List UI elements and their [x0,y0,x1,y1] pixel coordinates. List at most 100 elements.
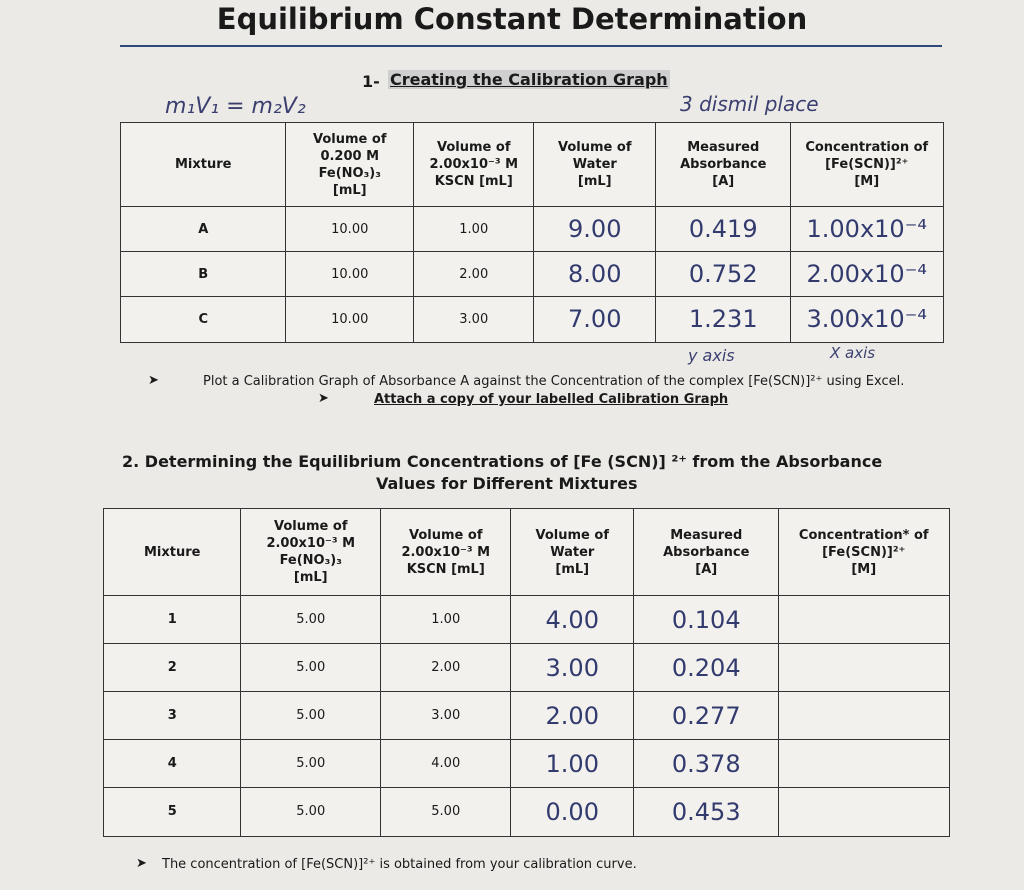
cell [778,643,950,693]
cell: Mixture [120,122,287,208]
cell: Mixture [103,508,242,597]
cell: Volume of 0.200 M Fe(NO₃)₃ [mL] [285,122,415,208]
cell-text: 0.752 [688,260,758,289]
cell-text: 8.00 [568,260,622,289]
header-text: Volume of [558,140,632,156]
cell-text: 3.00 [545,653,599,682]
cell [778,595,950,645]
cell-text: 10.00 [331,221,369,237]
cell: 5 [103,787,242,837]
header-text: 2.00x10⁻³ M [429,157,519,173]
rule [120,45,942,47]
cell: 2.00 [413,251,535,298]
cell: 7.00 [533,296,657,343]
bullet-arrow: ➤ [318,391,329,406]
cell: Volume of Water [mL] [533,122,657,208]
bullet-arrow: ➤ [136,856,147,871]
cell: 1.00 [380,595,512,645]
cell-text: 2.00x10⁻⁴ [806,260,927,289]
cell: Concentration* of [Fe(SCN)]²⁺ [M] [778,508,950,597]
cell-text: 3.00x10⁻⁴ [806,305,927,334]
cell: 9.00 [533,206,657,253]
cell-text: 3.00 [431,708,461,724]
note-formula: m₁V₁ = m₂V₂ [165,94,306,119]
cell: C [120,296,287,343]
cell: 4 [103,739,242,789]
header-text: [Fe(SCN)]²⁺ [825,157,909,173]
cell-text: 2.00 [459,266,489,282]
header-text: Mixture [144,544,201,560]
header-text: [mL] [555,561,590,577]
cell: 10.00 [285,251,415,298]
bullet-text: Plot a Calibration Graph of Absorbance A… [203,374,905,389]
header-text: Fe(NO₃)₃ [279,553,342,569]
cell-text: 1 [167,612,177,628]
footnote: The concentration of [Fe(SCN)]²⁺ is obta… [162,857,637,872]
header-text: Measured [687,140,760,156]
cell-text: 2.00 [545,701,599,730]
cell: 1.231 [655,296,792,343]
cell: 3 [103,691,242,741]
cell-text: 0.277 [671,701,741,730]
cell-text: 10.00 [331,266,369,282]
header-text: [mL] [577,174,612,190]
cell-text: 0.00 [545,797,599,826]
note-x-axis: X axis [830,344,876,362]
cell: 0.378 [633,739,780,789]
cell: Volume of 2.00x10⁻³ M Fe(NO₃)₃ [mL] [240,508,382,597]
cell-text: 7.00 [568,305,622,334]
cell-text: 5.00 [296,660,326,676]
header-text: 0.200 M [320,148,380,164]
cell: 2.00x10⁻⁴ [790,251,944,298]
cell: A [120,206,287,253]
cell-text: 1.00 [459,221,489,237]
cell: 1 [103,595,242,645]
cell-text: 4.00 [545,605,599,634]
cell-text: 5 [167,804,177,820]
bullet-link-text: Attach a copy of your labelled Calibrati… [374,392,729,407]
cell: Concentration of [Fe(SCN)]²⁺ [M] [790,122,944,208]
cell: Measured Absorbance [A] [633,508,780,597]
title: Equilibrium Constant Determination [216,2,808,36]
cell-text: 0.378 [671,749,741,778]
header-text: KSCN [mL] [434,174,513,190]
cell: Volume of 2.00x10⁻³ M KSCN [mL] [380,508,512,597]
cell: 8.00 [533,251,657,298]
header-text: [A] [695,561,718,577]
cell: 5.00 [240,643,382,693]
cell: 5.00 [240,595,382,645]
cell: Measured Absorbance [A] [655,122,792,208]
header-text: [Fe(SCN)]²⁺ [822,544,906,560]
header-text: KSCN [mL] [406,561,485,577]
cell-text: 5.00 [431,804,461,820]
cell-text: 2 [167,660,177,676]
cell: 0.453 [633,787,780,837]
cell: 10.00 [285,206,415,253]
cell: 1.00x10⁻⁴ [790,206,944,253]
header-text: Volume of [535,527,609,543]
header-text: Mixture [175,157,232,173]
section2-heading: Values for Different Mixtures [376,474,638,493]
header-text: [mL] [293,570,328,586]
header-text: Absorbance [663,544,750,560]
cell-text: 4 [167,756,177,772]
cell: 0.00 [510,787,635,837]
cell-text: 0.453 [671,797,741,826]
header-text: Concentration of [805,140,929,156]
cell-text: 4.00 [431,756,461,772]
cell: 4.00 [380,739,512,789]
cell: 0.277 [633,691,780,741]
cell-text: 1.00 [545,749,599,778]
cell: 1.00 [510,739,635,789]
cell: 10.00 [285,296,415,343]
section-number: 1- [362,72,380,91]
cell [778,787,950,837]
header-text: Absorbance [680,157,767,173]
section-heading: Creating the Calibration Graph [388,70,670,89]
cell-text: 0.204 [671,653,741,682]
cell-text: 0.104 [671,605,741,634]
cell: 0.752 [655,251,792,298]
header-text: [M] [851,561,877,577]
header-text: Concentration* of [798,527,929,543]
